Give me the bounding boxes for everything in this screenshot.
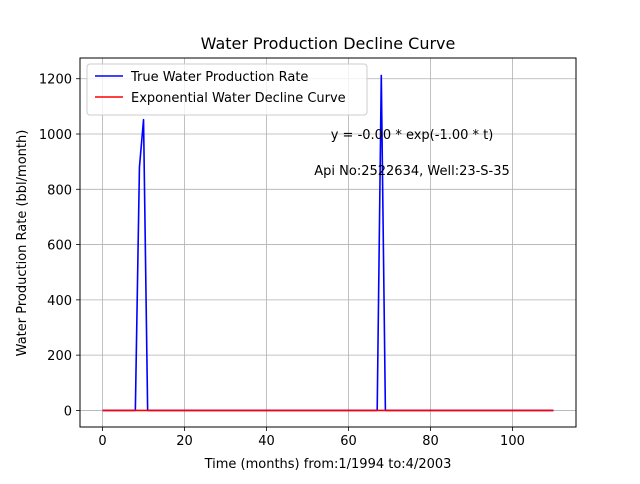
x-tick-label: 20 (176, 434, 193, 449)
y-tick-label: 0 (64, 404, 72, 419)
chart-title: Water Production Decline Curve (201, 34, 456, 53)
y-axis-label: Water Production Rate (bbl/month) (15, 130, 30, 357)
y-tick-label: 800 (47, 183, 72, 198)
y-tick-label: 200 (47, 349, 72, 364)
y-tick-label: 400 (47, 294, 72, 309)
axes-frame (79, 57, 577, 428)
x-tick-label: 0 (98, 434, 106, 449)
y-tick-label: 1200 (39, 73, 72, 88)
annotation-equation: y = -0.00 * exp(-1.00 * t) (331, 128, 494, 143)
x-tick-label: 80 (422, 434, 439, 449)
series-layer (102, 74, 554, 412)
y-tick-label: 1000 (39, 128, 72, 143)
x-tick-label: 60 (340, 434, 357, 449)
legend-label-exponential: Exponential Water Decline Curve (131, 91, 346, 106)
grid-layer (80, 58, 576, 427)
legend: True Water Production Rate Exponential W… (86, 63, 368, 116)
x-tick-label: 100 (500, 434, 525, 449)
x-tick-label: 40 (258, 434, 275, 449)
x-axis-label: Time (months) from:1/1994 to:4/2003 (204, 457, 452, 472)
y-tick-label: 600 (47, 239, 72, 254)
legend-label-true-rate: True Water Production Rate (130, 70, 308, 85)
legend-box (86, 63, 368, 116)
annotation-well: Api No:2522634, Well:23-S-35 (314, 164, 510, 179)
